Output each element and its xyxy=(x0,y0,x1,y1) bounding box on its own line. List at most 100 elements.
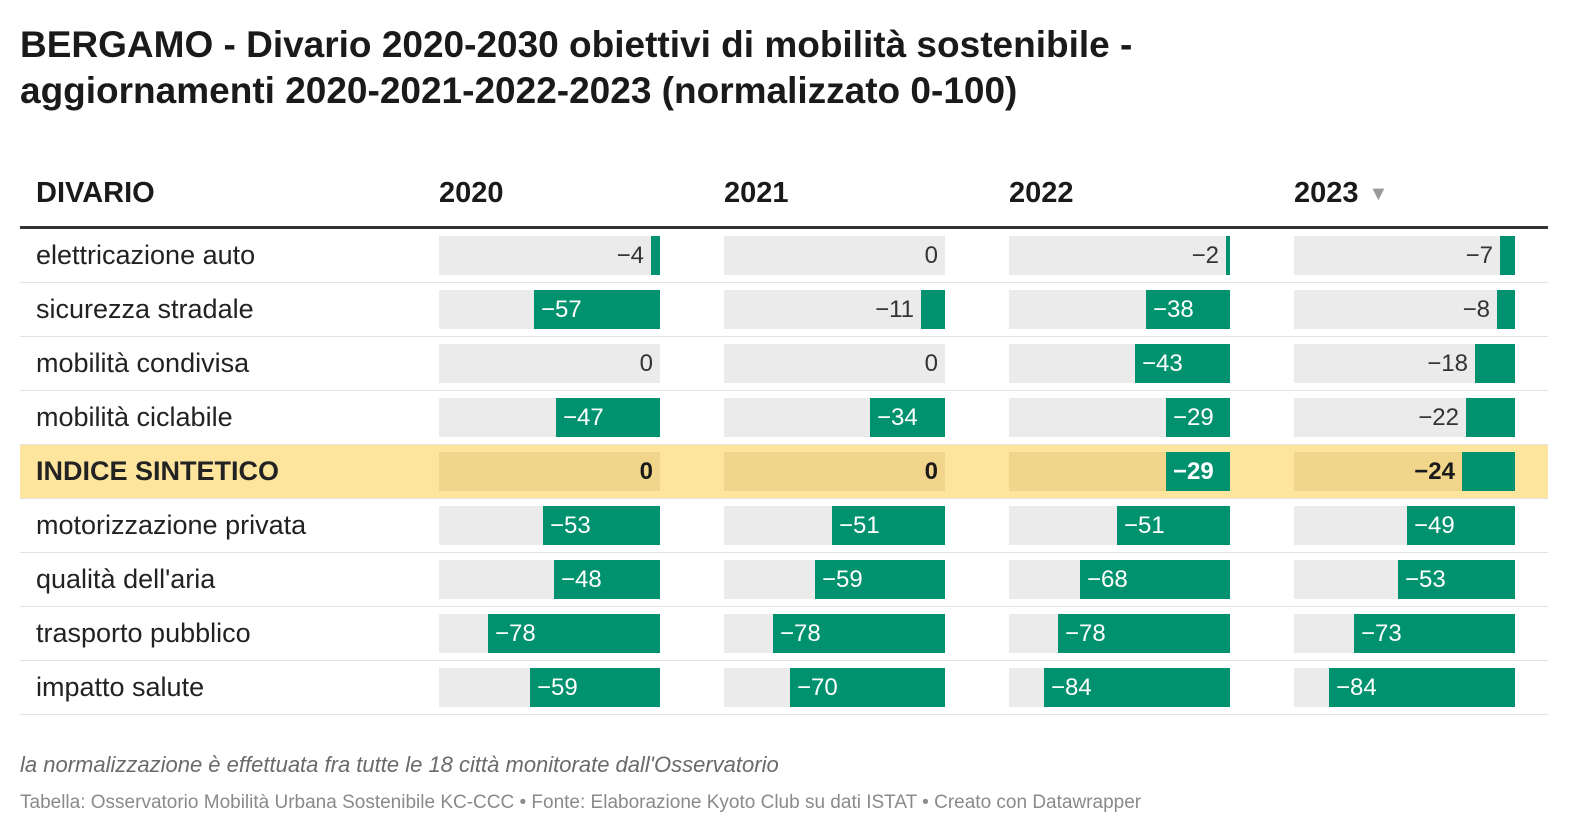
bar-cell-2020: −57 xyxy=(439,290,660,329)
value-label: −18 xyxy=(1427,350,1468,377)
bar xyxy=(1466,398,1515,437)
bar xyxy=(554,560,660,599)
value-label: 0 xyxy=(639,458,653,485)
bar-cell-2023: −7 xyxy=(1294,236,1515,275)
value-label: −38 xyxy=(1153,296,1194,323)
bar xyxy=(1354,614,1515,653)
bar-cell-2021: −70 xyxy=(724,668,945,707)
column-header-2023[interactable]: 2023 ▼ xyxy=(1294,174,1388,213)
column-header-2022[interactable]: 2022 xyxy=(1009,177,1074,209)
value-label: −68 xyxy=(1087,566,1128,593)
row-label: qualità dell'aria xyxy=(36,564,216,594)
bar xyxy=(1462,452,1515,491)
bar-cell-2021: −34 xyxy=(724,398,945,437)
bar-cell-2023: −84 xyxy=(1294,668,1515,707)
bar-cell-2021: 0 xyxy=(724,344,945,383)
bar-cell-2022: −38 xyxy=(1009,290,1230,329)
bar-cell-2023: −22 xyxy=(1294,398,1515,437)
bar-cell-2022: −29 xyxy=(1009,398,1230,437)
table-footer: Tabella: Osservatorio Mobilità Urbana So… xyxy=(20,792,1142,813)
bar-cell-2023: −53 xyxy=(1294,560,1515,599)
value-label: −51 xyxy=(839,512,880,539)
row-label: trasporto pubblico xyxy=(36,618,251,648)
bar-cell-2021: −51 xyxy=(724,506,945,545)
bar-cell-2020: −59 xyxy=(439,668,660,707)
chart-title: BERGAMO - Divario 2020-2030 obiettivi di… xyxy=(20,22,1540,114)
value-label: −4 xyxy=(616,242,644,269)
value-label: −53 xyxy=(1405,566,1446,593)
bar-cell-2020: 0 xyxy=(439,452,660,491)
bar xyxy=(1398,560,1515,599)
value-label: −78 xyxy=(495,620,536,647)
column-header-2021[interactable]: 2021 xyxy=(724,177,789,209)
bar xyxy=(1407,506,1515,545)
bar xyxy=(1135,344,1230,383)
bar-cell-2021: −11 xyxy=(724,290,945,329)
bar-cell-2022: −84 xyxy=(1009,668,1230,707)
table-row: qualità dell'aria −48 −59 −68 −53 xyxy=(20,553,1548,607)
bar xyxy=(921,290,945,329)
row-label: elettricazione auto xyxy=(36,240,256,270)
bar xyxy=(1058,614,1230,653)
row-label: motorizzazione privata xyxy=(36,510,307,540)
bar xyxy=(534,290,660,329)
table-row: mobilità condivisa 0 0 −43 −18 xyxy=(20,337,1548,391)
value-label: 0 xyxy=(924,350,938,377)
value-label: −73 xyxy=(1361,620,1402,647)
data-table: DIVARIO 2020 2021 2022 2023 ▼ elettricazi… xyxy=(20,162,1548,715)
value-label: −53 xyxy=(550,512,591,539)
table-row: mobilità ciclabile −47 −34 −29 −22 xyxy=(20,391,1548,445)
value-label: −57 xyxy=(541,296,582,323)
bar-cell-2021: −59 xyxy=(724,560,945,599)
bar-cell-2020: −53 xyxy=(439,506,660,545)
bar xyxy=(488,614,660,653)
bar xyxy=(832,506,945,545)
bar xyxy=(530,668,660,707)
value-label: 0 xyxy=(639,350,653,377)
value-label: −29 xyxy=(1173,458,1214,485)
bar xyxy=(1044,668,1230,707)
bar-cell-2022: −29 xyxy=(1009,452,1230,491)
value-label: −22 xyxy=(1418,404,1459,431)
bar xyxy=(1475,344,1515,383)
bar xyxy=(1080,560,1230,599)
table-row: motorizzazione privata −53 −51 −51 −49 xyxy=(20,499,1548,553)
bar xyxy=(1497,290,1515,329)
sort-descending-icon: ▼ xyxy=(1368,183,1389,206)
chart-title-line-1: BERGAMO - Divario 2020-2030 obiettivi di… xyxy=(20,24,1133,65)
table-row: sicurezza stradale −57 −11 −38 −8 xyxy=(20,283,1548,337)
value-label: −48 xyxy=(561,566,602,593)
value-label: 0 xyxy=(924,458,938,485)
value-label: −8 xyxy=(1462,296,1490,323)
bar xyxy=(651,236,660,275)
table-header: DIVARIO 2020 2021 2022 2023 ▼ xyxy=(20,162,1548,229)
value-label: −29 xyxy=(1173,404,1214,431)
value-label: −59 xyxy=(822,566,863,593)
table-row: impatto salute −59 −70 −84 −84 xyxy=(20,661,1548,715)
bar-cell-2020: −4 xyxy=(439,236,660,275)
value-label: −34 xyxy=(877,404,918,431)
bar-cell-2020: −47 xyxy=(439,398,660,437)
bar-cell-2022: −2 xyxy=(1009,236,1230,275)
bar-cell-2022: −43 xyxy=(1009,344,1230,383)
row-label: impatto salute xyxy=(36,672,205,702)
bar xyxy=(1146,290,1230,329)
column-header-2020[interactable]: 2020 xyxy=(439,177,504,209)
column-header-divario[interactable]: DIVARIO xyxy=(36,177,155,209)
row-label: mobilità ciclabile xyxy=(36,402,233,432)
bar xyxy=(1500,236,1515,275)
bar-cell-2023: −49 xyxy=(1294,506,1515,545)
value-label: −78 xyxy=(780,620,821,647)
chart-title-line-2: aggiornamenti 2020-2021-2022-2023 (norma… xyxy=(20,70,1018,111)
bar xyxy=(1329,668,1515,707)
bar xyxy=(815,560,945,599)
bar xyxy=(1117,506,1230,545)
bar xyxy=(773,614,945,653)
row-label: INDICE SINTETICO xyxy=(36,456,280,486)
value-label: −11 xyxy=(875,296,914,323)
value-label: −24 xyxy=(1414,458,1455,485)
row-label: sicurezza stradale xyxy=(36,294,254,324)
bar-cell-2023: −73 xyxy=(1294,614,1515,653)
column-header-2023-label: 2023 xyxy=(1294,177,1359,209)
bar-cell-2020: −78 xyxy=(439,614,660,653)
